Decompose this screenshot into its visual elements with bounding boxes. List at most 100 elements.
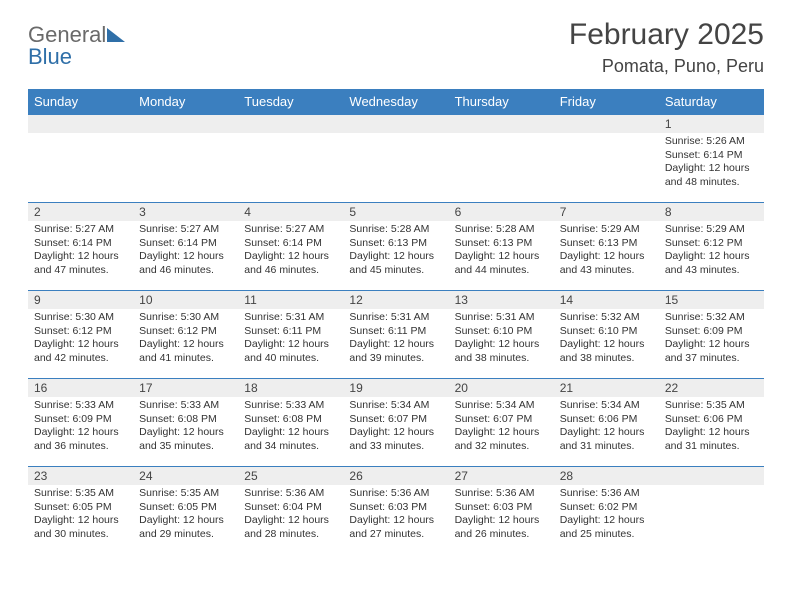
- day-number: 28: [554, 467, 659, 485]
- day-data: Sunrise: 5:32 AMSunset: 6:09 PMDaylight:…: [659, 309, 764, 370]
- logo-text: General Blue: [28, 24, 125, 68]
- day-number: 24: [133, 467, 238, 485]
- day-number: 20: [449, 379, 554, 397]
- daylight-text: Daylight: 12 hours and 41 minutes.: [139, 338, 232, 365]
- calendar-cell: 8Sunrise: 5:29 AMSunset: 6:12 PMDaylight…: [659, 203, 764, 291]
- daylight-text: Daylight: 12 hours and 38 minutes.: [455, 338, 548, 365]
- sunrise-text: Sunrise: 5:30 AM: [34, 311, 127, 325]
- calendar-cell: 6Sunrise: 5:28 AMSunset: 6:13 PMDaylight…: [449, 203, 554, 291]
- weekday-header: Monday: [133, 89, 238, 115]
- calendar-cell: 9Sunrise: 5:30 AMSunset: 6:12 PMDaylight…: [28, 291, 133, 379]
- sunset-text: Sunset: 6:09 PM: [34, 413, 127, 427]
- sunrise-text: Sunrise: 5:36 AM: [244, 487, 337, 501]
- daylight-text: Daylight: 12 hours and 26 minutes.: [455, 514, 548, 541]
- calendar-cell: 25Sunrise: 5:36 AMSunset: 6:04 PMDayligh…: [238, 467, 343, 555]
- day-number: 5: [343, 203, 448, 221]
- day-data: Sunrise: 5:34 AMSunset: 6:07 PMDaylight:…: [449, 397, 554, 458]
- day-data: Sunrise: 5:28 AMSunset: 6:13 PMDaylight:…: [449, 221, 554, 282]
- day-number: 13: [449, 291, 554, 309]
- day-number: 15: [659, 291, 764, 309]
- sunrise-text: Sunrise: 5:35 AM: [139, 487, 232, 501]
- daylight-text: Daylight: 12 hours and 32 minutes.: [455, 426, 548, 453]
- daylight-text: Daylight: 12 hours and 30 minutes.: [34, 514, 127, 541]
- sunset-text: Sunset: 6:12 PM: [665, 237, 758, 251]
- sunrise-text: Sunrise: 5:34 AM: [560, 399, 653, 413]
- sunrise-text: Sunrise: 5:35 AM: [665, 399, 758, 413]
- daylight-text: Daylight: 12 hours and 25 minutes.: [560, 514, 653, 541]
- sunrise-text: Sunrise: 5:30 AM: [139, 311, 232, 325]
- logo-part2: Blue: [28, 44, 72, 69]
- sunset-text: Sunset: 6:08 PM: [244, 413, 337, 427]
- weekday-header-row: SundayMondayTuesdayWednesdayThursdayFrid…: [28, 89, 764, 115]
- daylight-text: Daylight: 12 hours and 43 minutes.: [560, 250, 653, 277]
- day-number: 12: [343, 291, 448, 309]
- calendar-cell: 23Sunrise: 5:35 AMSunset: 6:05 PMDayligh…: [28, 467, 133, 555]
- logo: General Blue: [28, 24, 125, 68]
- daylight-text: Daylight: 12 hours and 31 minutes.: [665, 426, 758, 453]
- sunset-text: Sunset: 6:10 PM: [560, 325, 653, 339]
- sunrise-text: Sunrise: 5:28 AM: [349, 223, 442, 237]
- sunrise-text: Sunrise: 5:36 AM: [349, 487, 442, 501]
- daylight-text: Daylight: 12 hours and 31 minutes.: [560, 426, 653, 453]
- calendar-cell: 13 Sunrise: 5:31 AMSunset: 6:10 PMDayligh…: [449, 291, 554, 379]
- calendar-week-row: 23Sunrise: 5:35 AMSunset: 6:05 PMDayligh…: [28, 467, 764, 555]
- sunrise-text: Sunrise: 5:31 AM: [244, 311, 337, 325]
- calendar-cell: 5Sunrise: 5:28 AMSunset: 6:13 PMDaylight…: [343, 203, 448, 291]
- daylight-text: Daylight: 12 hours and 37 minutes.: [665, 338, 758, 365]
- daylight-text: Daylight: 12 hours and 45 minutes.: [349, 250, 442, 277]
- day-data: Sunrise: 5:34 AMSunset: 6:07 PMDaylight:…: [343, 397, 448, 458]
- calendar-week-row: 16Sunrise: 5:33 AMSunset: 6:09 PMDayligh…: [28, 379, 764, 467]
- calendar-cell: 28Sunrise: 5:36 AMSunset: 6:02 PMDayligh…: [554, 467, 659, 555]
- daylight-text: Daylight: 12 hours and 46 minutes.: [244, 250, 337, 277]
- day-number: 7: [554, 203, 659, 221]
- day-data: Sunrise: 5:31 AMSunset: 6:11 PMDaylight:…: [343, 309, 448, 370]
- calendar-cell: 11Sunrise: 5:31 AMSunset: 6:11 PMDayligh…: [238, 291, 343, 379]
- day-data: Sunrise: 5:29 AMSunset: 6:12 PMDaylight:…: [659, 221, 764, 282]
- day-data: Sunrise: 5:31 AMSunset: 6:11 PMDaylight:…: [238, 309, 343, 370]
- calendar-cell: 7Sunrise: 5:29 AMSunset: 6:13 PMDaylight…: [554, 203, 659, 291]
- page-title: February 2025: [569, 18, 764, 52]
- calendar-cell: [238, 115, 343, 203]
- calendar-cell: [343, 115, 448, 203]
- daylight-text: Daylight: 12 hours and 43 minutes.: [665, 250, 758, 277]
- daylight-text: Daylight: 12 hours and 38 minutes.: [560, 338, 653, 365]
- day-number: 4: [238, 203, 343, 221]
- day-number: 18: [238, 379, 343, 397]
- calendar-cell: 15Sunrise: 5:32 AMSunset: 6:09 PMDayligh…: [659, 291, 764, 379]
- sunset-text: Sunset: 6:12 PM: [139, 325, 232, 339]
- sunrise-text: Sunrise: 5:34 AM: [349, 399, 442, 413]
- calendar-cell: 17Sunrise: 5:33 AMSunset: 6:08 PMDayligh…: [133, 379, 238, 467]
- day-data: Sunrise: 5:36 AMSunset: 6:02 PMDaylight:…: [554, 485, 659, 546]
- sunset-text: Sunset: 6:05 PM: [139, 501, 232, 515]
- day-number: 3: [133, 203, 238, 221]
- day-data: Sunrise: 5:27 AMSunset: 6:14 PMDaylight:…: [28, 221, 133, 282]
- sunset-text: Sunset: 6:11 PM: [349, 325, 442, 339]
- daylight-text: Daylight: 12 hours and 36 minutes.: [34, 426, 127, 453]
- sunrise-text: Sunrise: 5:33 AM: [244, 399, 337, 413]
- sunset-text: Sunset: 6:03 PM: [455, 501, 548, 515]
- weekday-header: Saturday: [659, 89, 764, 115]
- sunrise-text: Sunrise: 5:35 AM: [34, 487, 127, 501]
- sunrise-text: Sunrise: 5:36 AM: [455, 487, 548, 501]
- sunset-text: Sunset: 6:07 PM: [349, 413, 442, 427]
- day-data: Sunrise: 5:33 AMSunset: 6:08 PMDaylight:…: [133, 397, 238, 458]
- sunrise-text: Sunrise: 5:29 AM: [665, 223, 758, 237]
- calendar-cell: [554, 115, 659, 203]
- daylight-text: Daylight: 12 hours and 46 minutes.: [139, 250, 232, 277]
- calendar-cell: 10Sunrise: 5:30 AMSunset: 6:12 PMDayligh…: [133, 291, 238, 379]
- calendar-cell: 22Sunrise: 5:35 AMSunset: 6:06 PMDayligh…: [659, 379, 764, 467]
- sunset-text: Sunset: 6:10 PM: [455, 325, 548, 339]
- day-data: Sunrise: 5:27 AMSunset: 6:14 PMDaylight:…: [238, 221, 343, 282]
- sunset-text: Sunset: 6:06 PM: [560, 413, 653, 427]
- daylight-text: Daylight: 12 hours and 42 minutes.: [34, 338, 127, 365]
- day-data: Sunrise: 5:36 AMSunset: 6:03 PMDaylight:…: [449, 485, 554, 546]
- calendar-cell: [659, 467, 764, 555]
- calendar-cell: 14Sunrise: 5:32 AMSunset: 6:10 PMDayligh…: [554, 291, 659, 379]
- day-number: 17: [133, 379, 238, 397]
- calendar-week-row: 9Sunrise: 5:30 AMSunset: 6:12 PMDaylight…: [28, 291, 764, 379]
- day-number: 16: [28, 379, 133, 397]
- sunrise-text: Sunrise: 5:34 AM: [455, 399, 548, 413]
- sunrise-text: Sunrise: 5:31 AM: [455, 311, 548, 325]
- calendar-cell: 4Sunrise: 5:27 AMSunset: 6:14 PMDaylight…: [238, 203, 343, 291]
- sunrise-text: Sunrise: 5:32 AM: [560, 311, 653, 325]
